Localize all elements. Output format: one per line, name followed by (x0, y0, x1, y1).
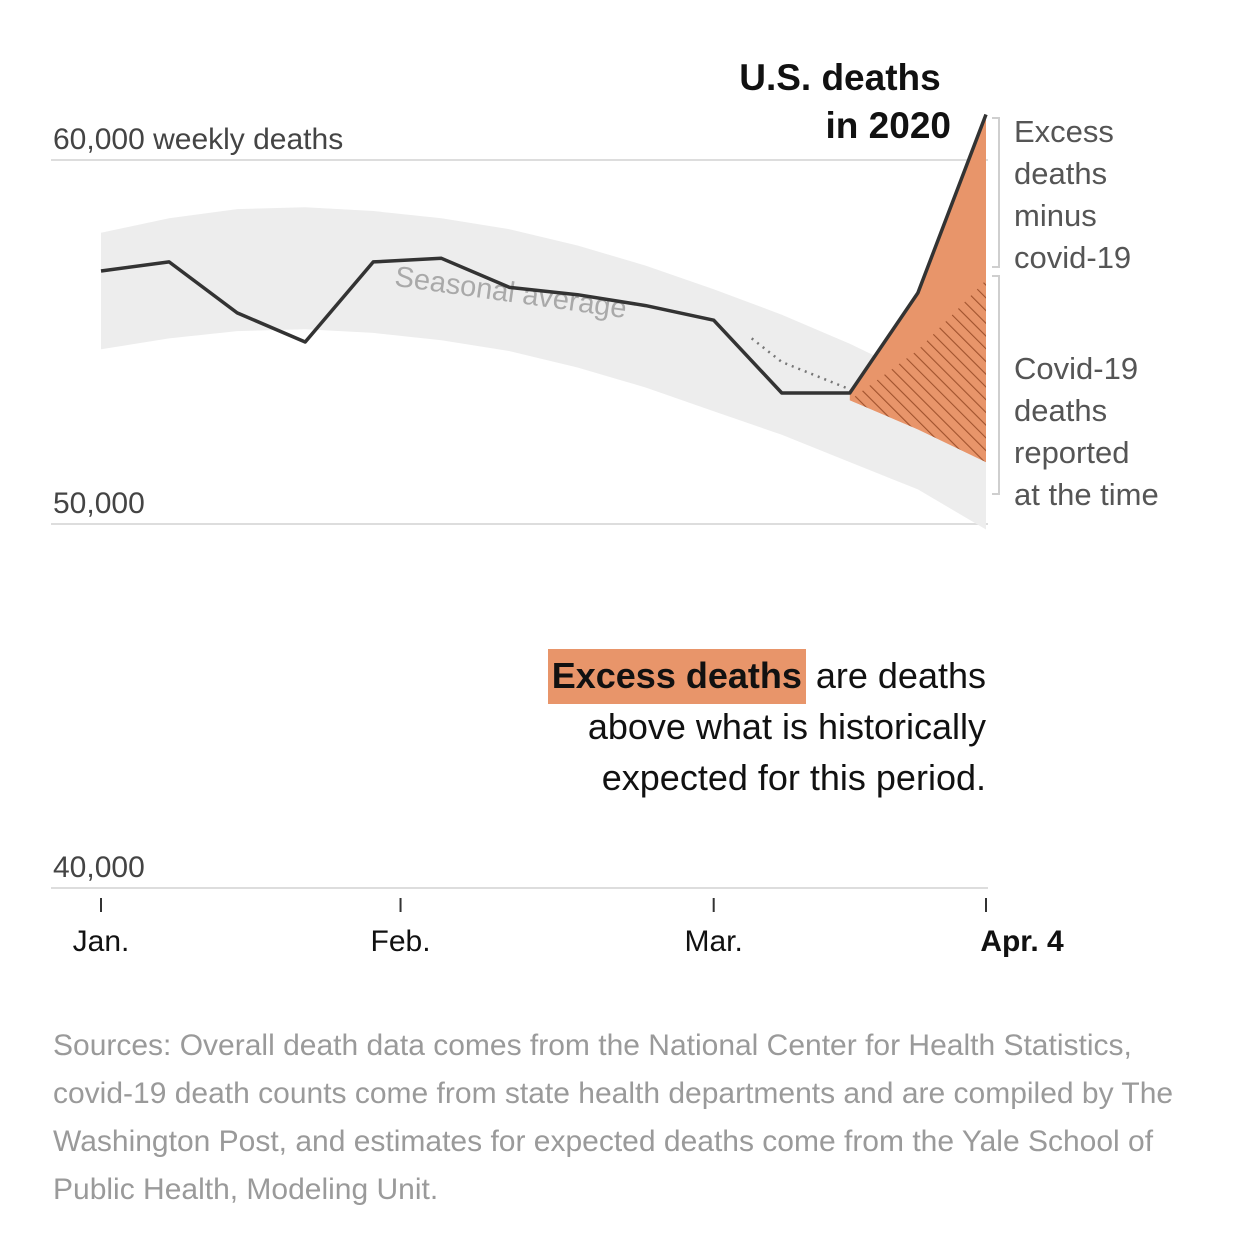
x-tick-label-0: Jan. (73, 925, 130, 958)
covid-reported-line-2: deaths (1014, 393, 1107, 428)
excess-minus-covid-line-2: deaths (1014, 156, 1107, 191)
sources-note: Sources: Overall death data comes from t… (53, 1029, 1174, 1206)
excess-minus-covid-line-3: minus (1014, 198, 1097, 233)
x-tick-label-1: Feb. (371, 925, 431, 958)
chart-title-line-2: in 2020 (826, 105, 951, 146)
excess-deaths-highlight: Excess deaths (547, 649, 806, 704)
y-tick-label-0: 60,000 weekly deaths (53, 123, 343, 156)
chart-title-line-1: U.S. deaths (739, 57, 941, 98)
covid-reported-line-3: reported (1014, 435, 1129, 470)
y-tick-label-1: 50,000 (53, 487, 145, 520)
excess-minus-covid-line-1: Excess (1014, 114, 1114, 149)
excess-minus-covid-annotation: Excess deaths minus covid-19 (1014, 114, 1131, 275)
covid-reported-annotation: Covid-19 deaths reported at the time (1014, 351, 1159, 512)
covid-deaths-reported-area (849, 280, 986, 463)
excess-minus-covid-line-4: covid-19 (1014, 240, 1131, 275)
x-tick-label-2: Mar. (685, 925, 743, 958)
explanation-text: are deaths above what is historically ex… (587, 655, 986, 798)
y-tick-label-2: 40,000 (53, 851, 145, 884)
covid-reported-bracket (992, 275, 1000, 495)
deaths-line (100, 113, 988, 395)
excess-deaths-explanation: Excess deaths are deaths above what is h… (440, 649, 986, 803)
seasonal-average-band (101, 207, 986, 530)
x-tick-label-3: Apr. 4 (980, 925, 1064, 958)
covid-reported-line-4: at the time (1014, 477, 1159, 512)
excess-minus-covid-bracket (992, 117, 1000, 268)
covid-reported-line-1: Covid-19 (1014, 351, 1138, 386)
chart-title: U.S. deaths in 2020 (739, 57, 951, 146)
